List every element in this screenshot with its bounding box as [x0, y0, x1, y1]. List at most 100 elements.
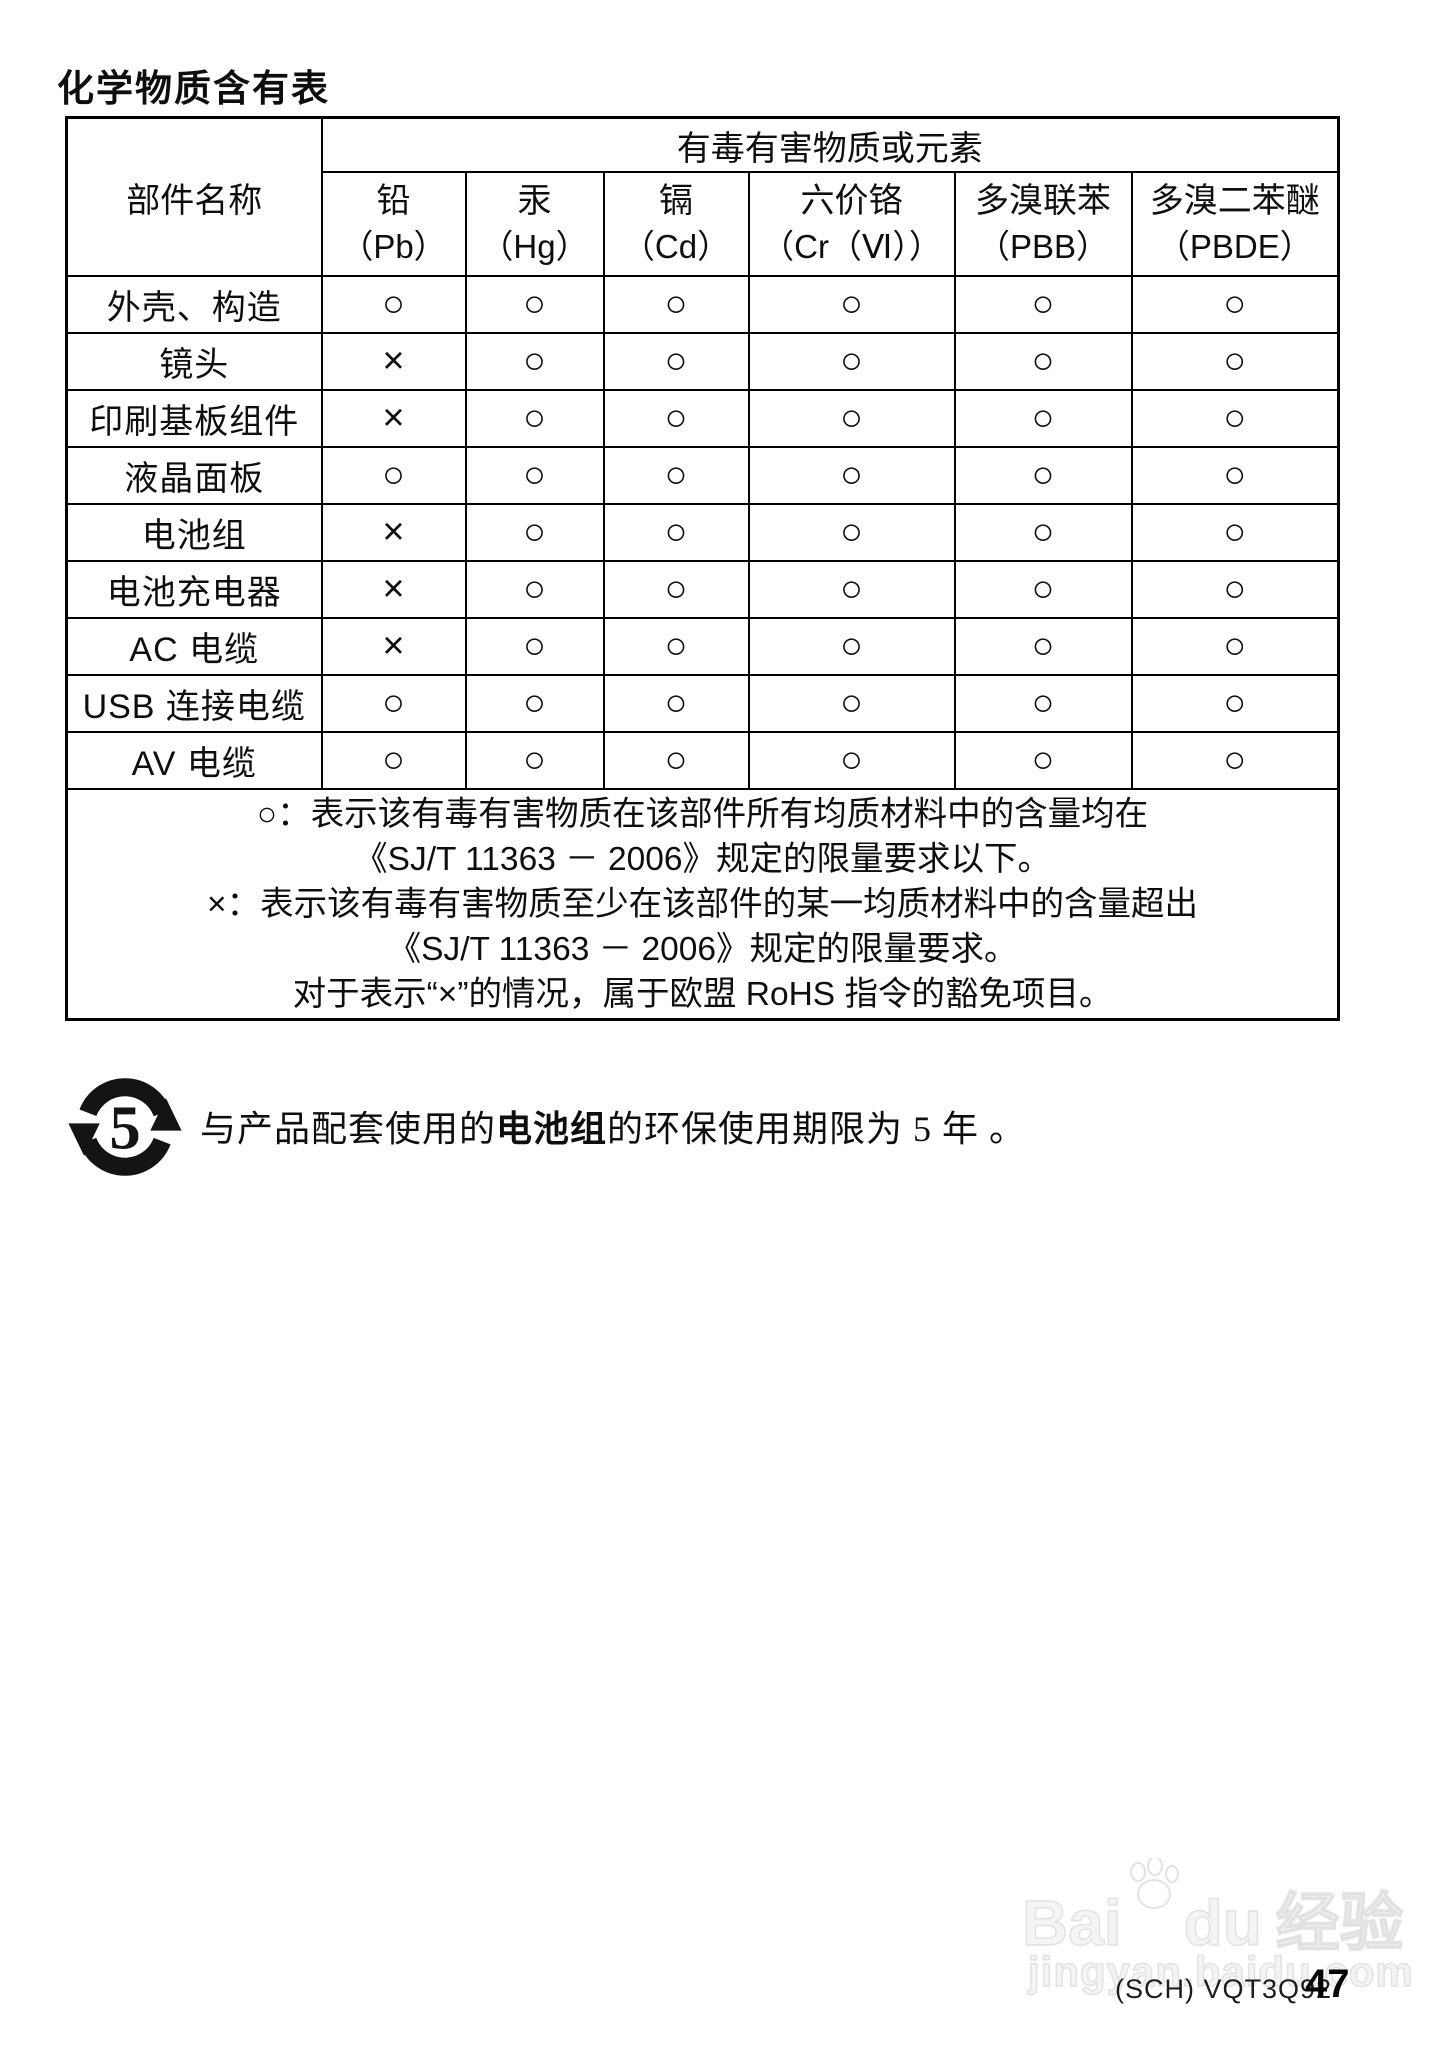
mark-cell: ○ — [747, 446, 956, 505]
hazardous-substance-table: 部件名称 有毒有害物质或元素 铅 （Pb） 汞 （Hg） 镉 （Cd） 六价铬 （Cr（… — [65, 116, 1341, 1021]
part-name-cell: 电池充电器 — [65, 560, 323, 619]
mark-cell: ○ — [602, 617, 750, 676]
note-line: ×：表示该有毒有害物质至少在该部件的某一均质材料中的含量超出 — [207, 885, 1199, 923]
mark-cell: ○ — [953, 560, 1133, 619]
substance-name: 镉 — [659, 182, 693, 220]
mark-cell: ○ — [464, 560, 605, 619]
col-header-chromium: 六价铬 （Cr（Ⅵ）） — [747, 171, 956, 277]
mark-cell: ○ — [1130, 674, 1340, 733]
page-number: 47 — [1305, 1962, 1350, 2006]
substance-name: 汞 — [517, 182, 552, 220]
mark-cell: ○ — [953, 503, 1133, 562]
mark-cell: ○ — [747, 503, 956, 562]
mark-cell: ○ — [1130, 275, 1340, 334]
substance-symbol: （Pb） — [340, 228, 447, 265]
substance-symbol: （Hg） — [480, 228, 589, 265]
table-row: 电池组 × ○ ○ ○ ○ ○ — [65, 503, 1340, 562]
note-line: 《SJ/T 11363 － 2006》规定的限量要求。 — [387, 930, 1018, 968]
mark-cell: ○ — [747, 560, 956, 619]
efup-statement: 5 与产品配套使用的电池组的环保使用期限为 5 年 。 — [62, 1068, 1162, 1193]
footer-document-code: (SCH) VQT3Q92 — [1115, 1974, 1333, 2004]
col-header-substances: 有毒有害物质或元素 — [320, 116, 1340, 173]
part-name-cell: USB 连接电缆 — [65, 674, 323, 733]
mark-cell: ○ — [464, 503, 605, 562]
part-name-cell: 外壳、构造 — [65, 275, 323, 334]
note-line: ○：表示该有毒有害物质在该部件所有均质材料中的含量均在 — [256, 795, 1149, 833]
col-header-mercury: 汞 （Hg） — [464, 171, 605, 277]
mark-cell: ○ — [602, 731, 750, 790]
page-title: 化学物质含有表 — [57, 69, 330, 110]
notes-row: ○：表示该有毒有害物质在该部件所有均质材料中的含量均在 《SJ/T 11363 … — [65, 788, 1340, 1021]
part-name-cell: AC 电缆 — [65, 617, 323, 676]
table-row: 印刷基板组件 × ○ ○ ○ ○ ○ — [65, 389, 1340, 448]
substance-symbol: （Cd） — [621, 228, 731, 265]
mark-cell: ○ — [602, 332, 750, 391]
mark-cell: ○ — [464, 446, 605, 505]
mark-cell: × — [320, 503, 467, 562]
mark-cell: ○ — [602, 503, 750, 562]
efup-text: 与产品配套使用的电池组的环保使用期限为 5 年 。 — [200, 1100, 1026, 1152]
mark-cell: × — [320, 389, 467, 448]
substance-symbol: （PBB） — [976, 228, 1110, 265]
mark-cell: ○ — [320, 731, 467, 790]
mark-cell: ○ — [320, 674, 467, 733]
mark-cell: ○ — [1130, 446, 1340, 505]
baidu-watermark-logo: Bai du 经验 — [1021, 1858, 1405, 1964]
table-row: AC 电缆 × ○ ○ ○ ○ ○ — [65, 617, 1340, 676]
mark-cell: ○ — [602, 560, 750, 619]
table-row: 外壳、构造 ○ ○ ○ ○ ○ ○ — [65, 275, 1340, 334]
substance-symbol: （PBDE） — [1156, 228, 1313, 265]
mark-cell: ○ — [953, 731, 1133, 790]
substance-name: 铅 — [376, 182, 411, 220]
mark-cell: ○ — [1130, 389, 1340, 448]
col-header-lead: 铅 （Pb） — [320, 171, 467, 277]
baidu-watermark-url: jingyan.baidu.com — [1027, 1947, 1414, 1996]
mark-cell: ○ — [747, 674, 956, 733]
col-header-pbde: 多溴二苯醚 （PBDE） — [1130, 171, 1340, 277]
mark-cell: ○ — [602, 446, 750, 505]
table-row: USB 连接电缆 ○ ○ ○ ○ ○ ○ — [65, 674, 1340, 733]
recycle-efup-icon: 5 — [68, 1078, 182, 1176]
mark-cell: ○ — [320, 275, 467, 334]
substance-name: 多溴联苯 — [975, 182, 1111, 220]
col-header-part-name: 部件名称 — [65, 116, 323, 277]
substance-name: 六价铬 — [800, 182, 903, 220]
part-name-cell: 液晶面板 — [65, 446, 323, 505]
watermark-text: Bai — [1021, 1886, 1122, 1960]
mark-cell: ○ — [953, 332, 1133, 391]
table-row: 液晶面板 ○ ○ ○ ○ ○ ○ — [65, 446, 1340, 505]
mark-cell: ○ — [464, 275, 605, 334]
note-line: 《SJ/T 11363 － 2006》规定的限量要求以下。 — [354, 840, 1051, 878]
legend-notes: ○：表示该有毒有害物质在该部件所有均质材料中的含量均在 《SJ/T 11363 … — [65, 788, 1340, 1021]
mark-cell: ○ — [602, 275, 750, 334]
table-row: 镜头 × ○ ○ ○ ○ ○ — [65, 332, 1340, 391]
mark-cell: ○ — [953, 617, 1133, 676]
mark-cell: ○ — [953, 275, 1133, 334]
efup-text-bold: 电池组 — [496, 1109, 608, 1149]
mark-cell: ○ — [464, 674, 605, 733]
part-name-cell: 印刷基板组件 — [65, 389, 323, 448]
substance-symbol: （Cr（Ⅵ）） — [761, 228, 942, 265]
mark-cell: ○ — [953, 674, 1133, 733]
col-header-pbb: 多溴联苯 （PBB） — [953, 171, 1133, 277]
table-row: 电池充电器 × ○ ○ ○ ○ ○ — [65, 560, 1340, 619]
mark-cell: ○ — [953, 389, 1133, 448]
mark-cell: ○ — [1130, 617, 1340, 676]
col-header-cadmium: 镉 （Cd） — [602, 171, 750, 277]
mark-cell: ○ — [464, 389, 605, 448]
part-name-cell: 电池组 — [65, 503, 323, 562]
mark-cell: × — [320, 332, 467, 391]
paw-icon — [1129, 1858, 1179, 1909]
mark-cell: ○ — [602, 389, 750, 448]
mark-cell: ○ — [747, 731, 956, 790]
substance-name: 多溴二苯醚 — [1149, 182, 1320, 220]
svg-text:5: 5 — [109, 1093, 140, 1163]
mark-cell: ○ — [1130, 560, 1340, 619]
note-line: 对于表示“×”的情况，属于欧盟 RoHS 指令的豁免项目。 — [292, 975, 1113, 1013]
mark-cell: ○ — [464, 731, 605, 790]
mark-cell: ○ — [1130, 332, 1340, 391]
watermark-text: du — [1183, 1886, 1263, 1960]
mark-cell: ○ — [953, 446, 1133, 505]
part-name-cell: 镜头 — [65, 332, 323, 391]
